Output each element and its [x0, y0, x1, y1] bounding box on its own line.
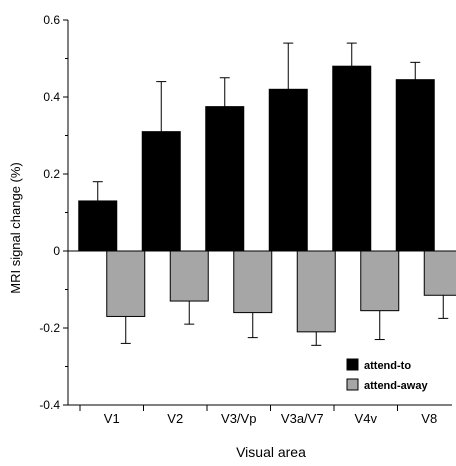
y-tick-label: -0.4 [39, 398, 60, 412]
x-tick-label: V4v [355, 411, 378, 426]
y-tick-label: 0.2 [43, 167, 60, 181]
y-tick-label: 0.4 [43, 90, 60, 104]
legend: attend-to attend-away [346, 358, 428, 392]
bar-attend-to [332, 65, 372, 252]
bar-attend-away [360, 250, 400, 312]
bar-attend-away [233, 250, 273, 314]
plot-area: -0.4 -0.2 0 0.2 0.4 0.6 V1 V2 V3/Vp V3a/V7 V4v V8 [39, 13, 456, 426]
bar-attend-to [395, 79, 435, 252]
legend-label-attend-away: attend-away [364, 380, 428, 392]
x-tick-label: V8 [421, 411, 437, 426]
bar-attend-away [423, 250, 456, 296]
y-tick-label: 0.6 [43, 13, 60, 27]
x-tick-label: V2 [167, 411, 183, 426]
bar-attend-to [78, 200, 118, 252]
y-tick-label: -0.2 [39, 321, 60, 335]
legend-label-attend-to: attend-to [364, 360, 411, 372]
x-tick-label: V1 [104, 411, 120, 426]
x-tick-label: V3a/V7 [281, 411, 324, 426]
bar-attend-to [141, 131, 181, 252]
bar-attend-to [205, 106, 245, 252]
bar-attend-away [169, 250, 209, 302]
legend-swatch-attend-to [346, 358, 359, 371]
x-axis-title: Visual area [236, 444, 306, 460]
legend-swatch-attend-away [346, 378, 359, 391]
bar-attend-away [106, 250, 146, 317]
x-tick-label: V3/Vp [221, 411, 256, 426]
bar-attend-to [268, 88, 308, 252]
y-tick-label: 0 [53, 244, 60, 258]
bar-attend-away [296, 250, 336, 333]
y-axis-title: MRI signal change (%) [8, 162, 23, 294]
